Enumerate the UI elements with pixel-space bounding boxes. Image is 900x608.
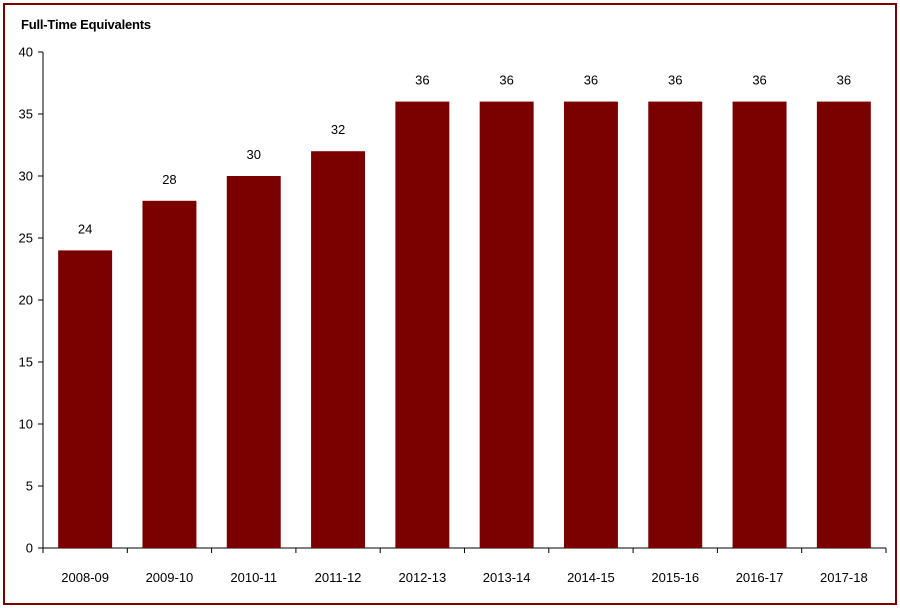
chart-bars [58, 101, 871, 549]
x-tick-label: 2015-16 [651, 570, 699, 585]
bar [563, 101, 618, 548]
bar [816, 101, 871, 548]
bar [311, 151, 366, 548]
bar-value-label: 32 [331, 122, 345, 137]
y-tick-label: 25 [19, 231, 33, 246]
bar [648, 101, 703, 548]
bar-value-label: 36 [752, 73, 766, 88]
y-tick-label: 5 [26, 479, 33, 494]
y-tick-label: 30 [19, 169, 33, 184]
x-tick-label: 2017-18 [820, 570, 868, 585]
x-tick-label: 2016-17 [736, 570, 784, 585]
x-tick-label: 2009-10 [146, 570, 194, 585]
y-tick-label: 0 [26, 541, 33, 556]
chart-title: Full-Time Equivalents [21, 17, 151, 32]
y-tick-label: 10 [19, 417, 33, 432]
bar-value-label: 30 [247, 147, 261, 162]
x-tick-label: 2011-12 [315, 570, 362, 585]
x-tick-label: 2012-13 [398, 570, 446, 585]
x-tick-label: 2008-09 [61, 570, 109, 585]
x-tick-label: 2014-15 [567, 570, 615, 585]
bar [58, 250, 113, 548]
y-tick-label: 35 [19, 107, 33, 122]
bar-value-label: 36 [584, 73, 598, 88]
bar-value-label: 36 [415, 73, 429, 88]
bar-value-label: 36 [668, 73, 682, 88]
bar [395, 101, 450, 548]
x-tick-label: 2013-14 [483, 570, 531, 585]
y-tick-label: 15 [19, 355, 33, 370]
chart-labels: 24 2008-09 28 2009-10 30 2010-11 32 2011-12 36 20… [61, 73, 867, 585]
bar-value-label: 24 [78, 221, 92, 236]
bar [732, 101, 787, 548]
bar [226, 176, 281, 548]
x-tick-label: 2010-11 [230, 570, 277, 585]
bar [479, 101, 534, 548]
bar [142, 200, 197, 549]
y-tick-label: 40 [19, 45, 33, 60]
bar-value-label: 36 [499, 73, 513, 88]
bar-value-label: 28 [162, 172, 176, 187]
y-tick-label: 20 [19, 293, 33, 308]
bar-value-label: 36 [837, 73, 851, 88]
